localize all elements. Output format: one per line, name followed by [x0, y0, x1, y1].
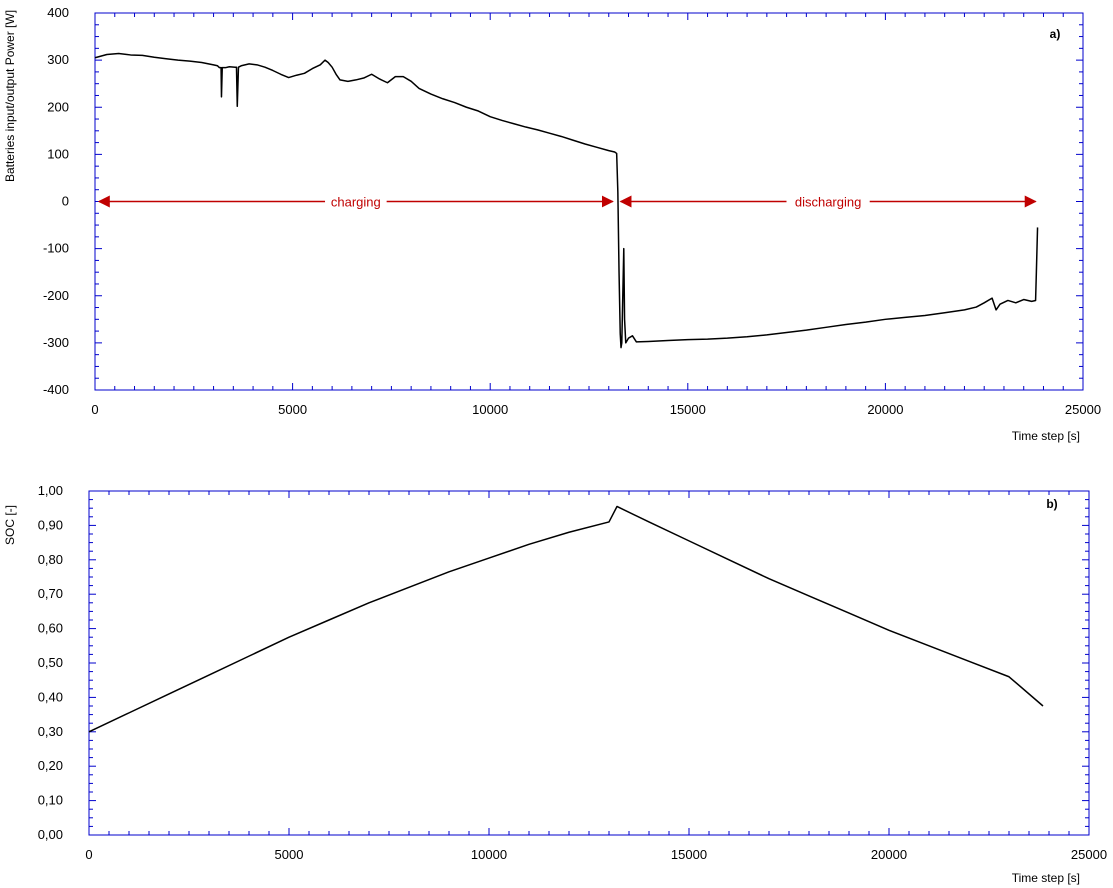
soc-chart: 0 5000 10000 15000 20000 25000 0,00 0,10 0,20 0,3… [3, 483, 1107, 885]
x-tick-label: 20000 [871, 847, 907, 862]
y-tick-label: 400 [47, 5, 69, 20]
x-tick-label: 0 [85, 847, 92, 862]
x-tick-label: 5000 [275, 847, 304, 862]
x-axis-title: Time step [s] [1012, 429, 1080, 443]
x-tick-label: 25000 [1065, 402, 1101, 417]
y-tick-label: 0,70 [38, 586, 63, 601]
y-tick-label: 0,00 [38, 827, 63, 842]
y-tick-label: -100 [43, 241, 69, 256]
power-chart: 0 5000 10000 15000 20000 25000 -400 -300 -200 -10… [3, 5, 1101, 443]
y-tick-label: 0,20 [38, 758, 63, 773]
panel-label: b) [1046, 497, 1057, 511]
plot-frame [88, 490, 1090, 836]
annotation-label: charging [331, 195, 381, 210]
y-tick-label: 0,60 [38, 621, 63, 636]
x-tick-label: 20000 [867, 402, 903, 417]
y-tick-label: -200 [43, 288, 69, 303]
x-tick-label: 15000 [670, 402, 706, 417]
annotation-bg [786, 193, 870, 210]
x-tick-label: 25000 [1071, 847, 1107, 862]
y-tick-label: 0 [62, 194, 69, 209]
y-tick-label: 0,90 [38, 517, 63, 532]
y-tick-label: 0,10 [38, 793, 63, 808]
x-tick-label: 15000 [671, 847, 707, 862]
y-tick-label: 0,80 [38, 552, 63, 567]
y-tick-label: 200 [47, 99, 69, 114]
y-tick-label: -400 [43, 382, 69, 397]
x-axis-title: Time step [s] [1012, 871, 1080, 885]
annotation-bg [325, 193, 387, 210]
panel-label: a) [1050, 27, 1061, 41]
y-tick-label: 0,30 [38, 724, 63, 739]
y-tick-label: 300 [47, 52, 69, 67]
y-tick-label: 100 [47, 146, 69, 161]
y-tick-label: -300 [43, 335, 69, 350]
x-tick-label: 0 [91, 402, 98, 417]
y-axis-title: Batteries input/output Power [W] [3, 10, 17, 182]
y-tick-label: 0,50 [38, 655, 63, 670]
y-tick-label: 1,00 [38, 483, 63, 498]
x-tick-label: 10000 [472, 402, 508, 417]
x-tick-label: 5000 [278, 402, 307, 417]
annotation-label: discharging [795, 195, 862, 210]
series-line [94, 52, 1039, 349]
series-line [88, 505, 1044, 733]
x-tick-label: 10000 [471, 847, 507, 862]
y-axis-title: SOC [-] [3, 505, 17, 545]
y-tick-label: 0,40 [38, 689, 63, 704]
